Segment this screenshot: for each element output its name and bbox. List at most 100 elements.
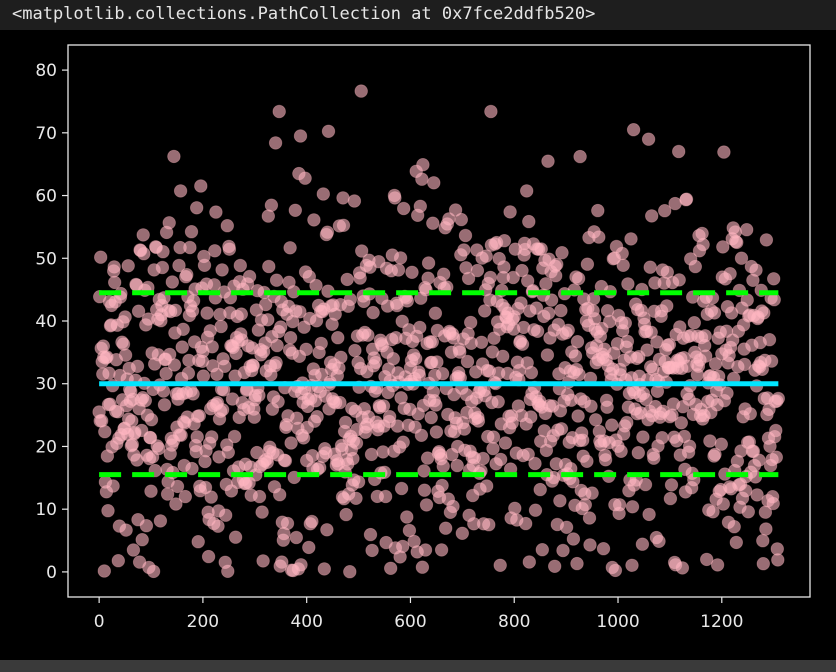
scatter-point [631,446,646,460]
scatter-point [600,400,614,414]
scatter-point [626,122,641,137]
scatter-point [430,355,444,369]
y-tick-label: 80 [35,61,57,81]
scatter-point [470,263,485,278]
scatter-point [612,498,627,512]
scatter-point [107,260,121,274]
scatter-point [107,275,122,290]
scatter-point [734,251,749,265]
scatter-point [247,410,262,424]
scatter-point [336,191,350,205]
scatter-point [503,205,517,219]
scatter-point [271,395,285,409]
scatter-point [388,191,402,205]
scatter-point [655,431,669,445]
scatter-point [497,260,511,274]
scatter-point [539,277,553,291]
scatter-point [288,203,303,218]
scatter-point [764,354,779,368]
scatter-point [426,216,440,230]
scatter-point [478,304,492,318]
scatter-point [302,540,316,555]
scatter-point [220,218,235,233]
scatter-point [191,535,205,549]
scatter-point [283,241,297,255]
scatter-point [205,340,219,354]
scatter-point [274,320,288,334]
scatter-point [448,203,463,217]
scatter-point [139,519,154,533]
scatter-point [568,349,583,363]
scatter-point [294,558,308,572]
scatter-point [215,263,229,277]
scatter-point [464,315,478,330]
scatter-point [196,369,211,383]
scatter-point [275,555,289,569]
scatter-point [643,260,657,274]
scatter-point [483,270,498,285]
scatter-point [515,337,530,351]
scatter-point [741,505,756,519]
y-tick-label: 20 [35,437,57,457]
y-axis: 0 10 20 30 40 50 60 70 80 [35,61,68,583]
scatter-point [425,335,440,349]
scatter-point [298,171,312,185]
scatter-point [369,355,383,370]
scatter-point [156,384,171,398]
scatter-point [256,554,270,568]
scatter-point [482,518,496,532]
scatter-point [229,346,243,361]
scatter-point [320,523,334,537]
y-tick-label: 0 [46,563,57,583]
scatter-point [660,265,675,280]
scatter-point [548,559,562,574]
scatter-point [767,293,781,307]
scatter-point [421,256,436,270]
scatter-point [484,104,498,119]
scatter-point [624,232,638,246]
scatter-point [321,124,336,139]
scatter-point [727,520,741,534]
scatter-point [259,297,273,312]
scatter-point [417,483,432,497]
scatter-point [486,430,501,444]
scatter-point [756,557,771,571]
scatter-point [529,301,544,315]
scatter-point [157,398,172,412]
scatter-point [717,145,731,159]
x-tick-label: 0 [94,612,105,632]
scatter-point [386,352,401,366]
scatter-point [97,564,112,578]
scatter-point [453,345,467,359]
scatter-point [672,273,686,287]
scatter-point [436,459,450,473]
scatter-point [178,489,193,504]
scatter-point [376,399,391,413]
scatter-point [639,392,653,407]
scatter-point [169,497,183,511]
scatter-point [131,304,146,318]
scatter-point [305,514,319,529]
scatter-point [186,387,200,401]
scatter-point [636,430,650,444]
scatter-point [364,447,379,462]
scatter-point [175,340,189,354]
scatter-point [361,328,375,342]
scatter-point [457,243,471,257]
scatter-point [396,539,410,554]
scatter-point [138,393,153,408]
scatter-point [130,359,145,374]
scatter-point [394,481,409,496]
scatter-point [94,414,109,428]
scatter-point [437,267,451,281]
scatter-point [98,425,112,439]
scatter-point [544,293,559,307]
scatter-point [618,316,633,330]
scatter-point [255,505,269,519]
scatter-point [514,296,528,310]
scatter-point [664,478,679,492]
scatter-point [420,451,435,465]
scatter-point [165,275,180,289]
scatter-point [498,436,513,450]
scatter-point [614,444,628,459]
